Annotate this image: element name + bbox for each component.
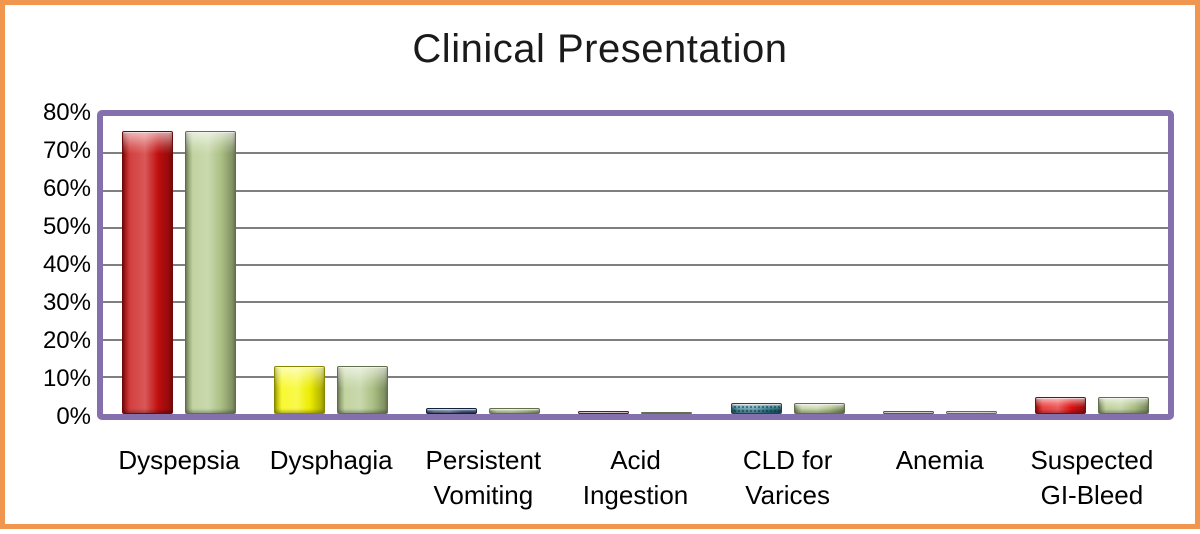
y-tick-label: 80% (42, 99, 91, 126)
bar-dyspepsia-series2 (185, 130, 237, 414)
y-tick-label: 30% (42, 289, 91, 316)
bar-anemia-series1 (882, 410, 934, 414)
bar-group-cld-for-varices (712, 116, 864, 414)
bar-group-anemia (864, 116, 1016, 414)
bar-groups (103, 116, 1168, 414)
x-category-label-line: Dyspepsia (118, 445, 240, 475)
gridline (103, 152, 1168, 155)
x-category-label-line: Anemia (895, 445, 984, 475)
x-category-label-cld-for-varices: CLD for Varices (712, 443, 864, 513)
bar-acid-ingestion-series2 (641, 411, 693, 414)
bar-persistent-vomiting-series2 (489, 408, 541, 414)
chart-title: Clinical Presentation (412, 27, 788, 71)
x-category-label-line: Varices (745, 480, 831, 511)
gridline (103, 226, 1168, 229)
x-category-label-line: Vomiting (433, 480, 534, 511)
y-tick-label: 40% (42, 251, 91, 278)
x-category-label-line: Ingestion (582, 480, 689, 511)
gridline (103, 375, 1168, 378)
y-axis: 80% 70% 60% 50% 40% 30% 20% 10% 0% (5, 5, 91, 534)
x-category-label-line: GI-Bleed (1040, 480, 1144, 511)
gridline (103, 338, 1168, 341)
y-tick-label: 70% (42, 137, 91, 164)
x-axis: Dyspepsia Dysphagia Persistent Vomiting Acid… (103, 443, 1168, 513)
y-tick-label: 60% (42, 175, 91, 202)
x-category-label-dysphagia: Dysphagia (255, 443, 407, 513)
bar-group-dyspepsia (103, 116, 255, 414)
bar-acid-ingestion-series1 (578, 411, 630, 414)
y-tick-label: 20% (42, 327, 91, 354)
bar-dysphagia-series1 (274, 365, 326, 414)
x-category-label-line: Persistent (425, 445, 542, 475)
gridline (103, 264, 1168, 266)
gridline (103, 301, 1168, 304)
x-category-label-line: Suspected (1030, 445, 1154, 475)
bar-dyspepsia-series1 (122, 130, 174, 414)
x-category-label-line: Acid (610, 445, 661, 475)
bar-group-persistent-vomiting (407, 116, 559, 414)
bar-group-suspected-gi-bleed (1016, 116, 1168, 414)
bar-dysphagia-series2 (337, 365, 389, 414)
bar-suspected-gi-bleed-series1 (1034, 397, 1086, 414)
y-tick-label: 10% (42, 365, 91, 392)
x-category-label-line: CLD for (742, 445, 833, 475)
plot-inner (103, 116, 1168, 414)
x-category-label-line: Dysphagia (269, 445, 393, 475)
gridline (103, 189, 1168, 192)
bar-persistent-vomiting-series1 (426, 408, 478, 414)
bar-anemia-series2 (945, 410, 997, 414)
x-category-label-acid-ingestion: Acid Ingestion (559, 443, 711, 513)
bar-group-dysphagia (255, 116, 407, 414)
x-category-label-persistent-vomiting: Persistent Vomiting (407, 443, 559, 513)
dotted-pattern-overlay (732, 405, 780, 412)
bar-group-acid-ingestion (559, 116, 711, 414)
bar-suspected-gi-bleed-series2 (1097, 397, 1149, 414)
x-category-label-dyspepsia: Dyspepsia (103, 443, 255, 513)
bar-cld-for-varices-series1 (730, 403, 782, 414)
y-tick-label: 50% (42, 213, 91, 240)
y-tick-label: 0% (56, 403, 91, 430)
plot-area (97, 110, 1174, 420)
x-category-label-suspected-gi-bleed: Suspected GI-Bleed (1016, 443, 1168, 513)
bar-cld-for-varices-series2 (793, 403, 845, 414)
x-category-label-anemia: Anemia (864, 443, 1016, 513)
